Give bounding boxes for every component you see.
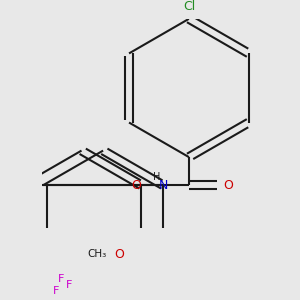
Text: CH₃: CH₃ — [88, 249, 107, 259]
Text: H: H — [153, 172, 161, 182]
Text: F: F — [53, 286, 59, 296]
Text: F: F — [66, 280, 72, 290]
Text: O: O — [114, 248, 124, 261]
Text: O: O — [224, 179, 233, 192]
Text: Cl: Cl — [183, 1, 195, 13]
Text: N: N — [158, 179, 168, 192]
Text: O: O — [131, 179, 141, 192]
Text: F: F — [58, 274, 65, 284]
